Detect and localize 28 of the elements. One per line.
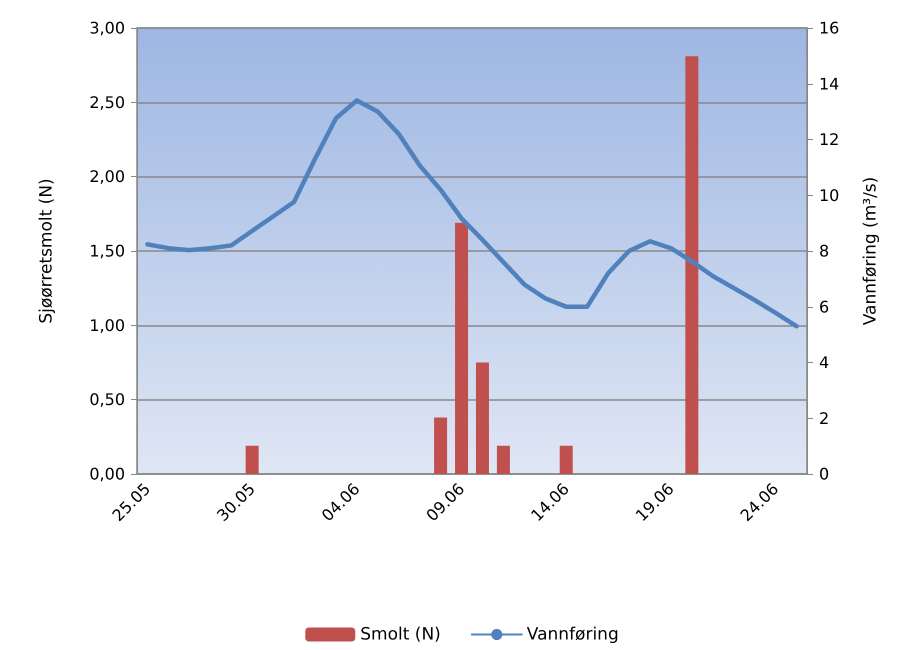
- bar: [455, 222, 468, 474]
- y2-tick-label: 16: [819, 18, 840, 38]
- legend-label: Smolt (N): [360, 624, 441, 644]
- y-tick-label: 0,00: [89, 464, 125, 484]
- y-tick-label: 1,50: [89, 242, 125, 260]
- y2-tick-label: 14: [819, 74, 840, 94]
- y2-tick-label: 6: [819, 297, 830, 316]
- bar: [560, 446, 573, 474]
- bar: [685, 56, 698, 474]
- legend-label: Vannføring: [526, 624, 619, 644]
- y-tick-label: 0,50: [89, 390, 125, 410]
- y2-axis-title: Vannføring (m³/s): [860, 176, 880, 326]
- y2-tick-label: 12: [819, 130, 840, 149]
- y2-tick-label: 2: [819, 408, 830, 428]
- bar: [246, 446, 259, 474]
- y-axis-title: Sjøørretsmolt (N): [36, 178, 56, 324]
- bar: [476, 362, 489, 474]
- y-tick-label: 1,00: [89, 316, 125, 335]
- y2-tick-label: 4: [819, 353, 830, 372]
- y-tick-label: 2,00: [89, 167, 125, 186]
- line-series: [145, 98, 799, 329]
- y2-tick-label: 8: [819, 242, 830, 260]
- y2-tick-label: 0: [819, 464, 830, 484]
- y-tick-label: 2,50: [89, 92, 125, 112]
- y-tick-label: 3,00: [89, 18, 125, 38]
- y2-tick-label: 10: [819, 186, 840, 205]
- bar: [434, 418, 448, 474]
- bar: [496, 446, 510, 474]
